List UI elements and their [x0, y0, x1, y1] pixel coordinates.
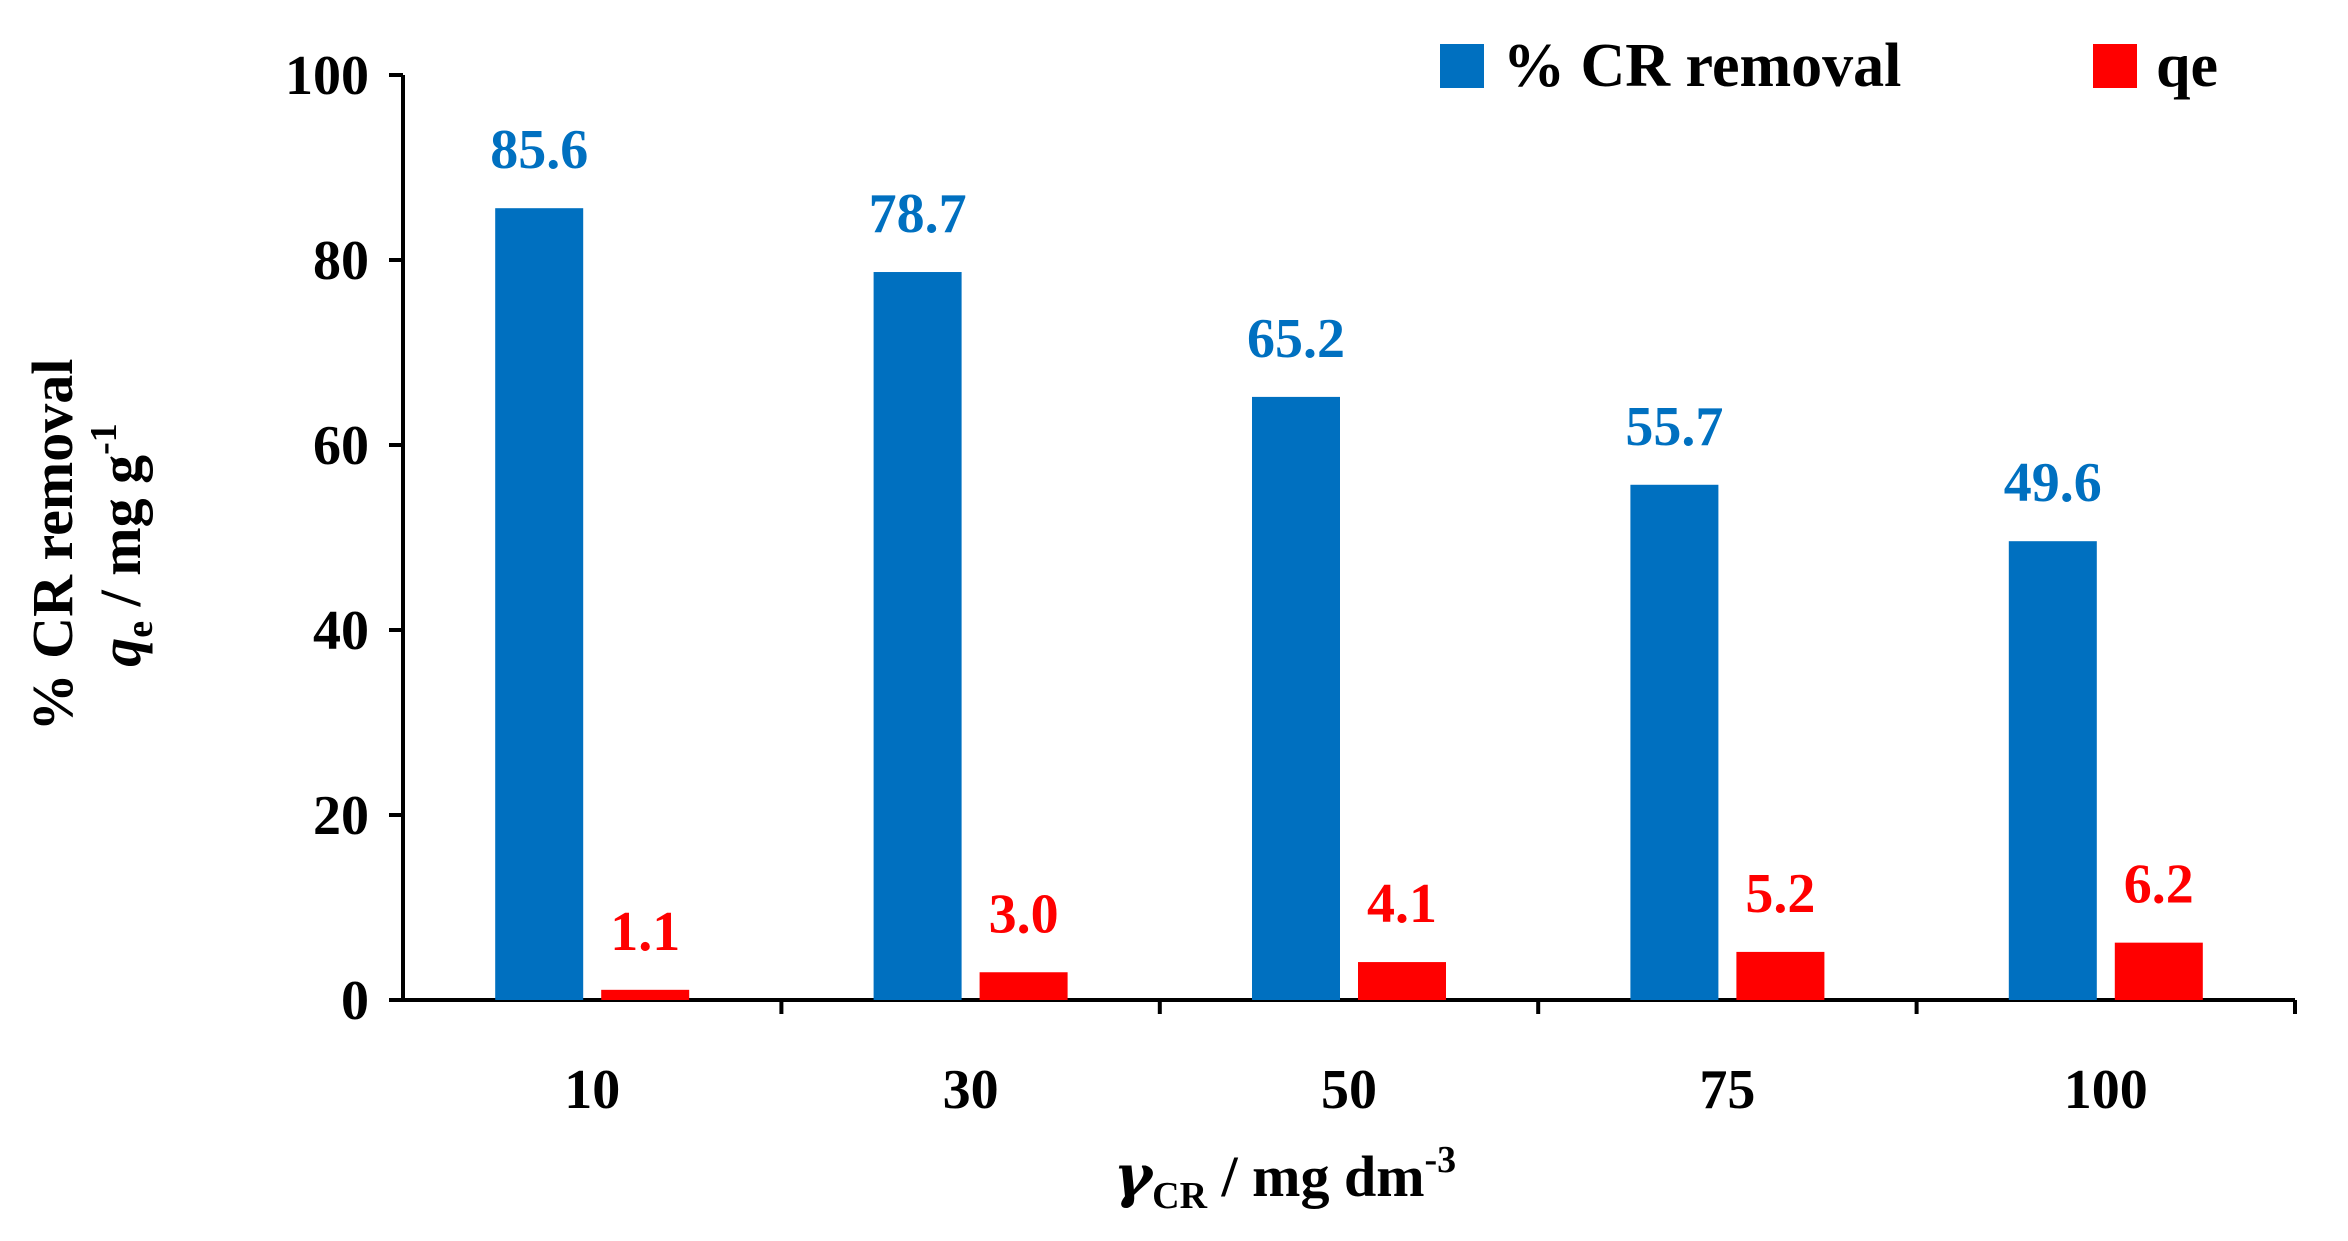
x-axis-title-symbol: γ	[1114, 1142, 1155, 1210]
data-label-qe: 3.0	[989, 883, 1059, 945]
bar-cr-removal	[2008, 541, 2097, 1000]
y-tick-label: 40	[313, 600, 369, 662]
legend-label-cr-removal: % CR removal	[1503, 32, 1901, 100]
y-tick-label: 0	[341, 970, 369, 1032]
y-ticks: 0 20 40 60 80 100	[285, 45, 403, 1032]
x-tick-label: 50	[1321, 1059, 1377, 1121]
x-tick-label: 10	[564, 1059, 620, 1121]
bar-cr-removal	[1630, 484, 1719, 1000]
x-tick-label: 100	[2064, 1059, 2148, 1121]
y-axis-title-line1: % CR removal	[20, 359, 85, 732]
x-axis-title-units: / mg dm	[1207, 1144, 1425, 1209]
legend-label-qe: qe	[2156, 32, 2218, 100]
bars	[495, 208, 2203, 1000]
data-label-qe: 5.2	[1745, 863, 1815, 925]
x-axis-title-superscript: -3	[1425, 1139, 1457, 1181]
bar-qe	[1736, 951, 1825, 1000]
legend-swatch-cr-removal	[1440, 44, 1484, 88]
legend-swatch-qe	[2093, 44, 2137, 88]
data-label-qe: 4.1	[1367, 873, 1437, 935]
data-label-qe: 1.1	[610, 901, 680, 963]
x-axis-title-subscript: CR	[1152, 1175, 1207, 1217]
data-label-cr-removal: 85.6	[490, 119, 588, 181]
y-tick-label: 60	[313, 415, 369, 477]
y-axis-title-units: / mg g	[88, 455, 153, 621]
x-tick-label: 30	[943, 1059, 999, 1121]
y-tick-label: 20	[313, 785, 369, 847]
x-axis-title: γCR / mg dm-3	[1114, 1139, 1456, 1217]
bar-cr-removal	[873, 272, 962, 1000]
x-tick-label: 75	[1699, 1059, 1755, 1121]
bar-qe	[1358, 962, 1446, 1000]
y-axis-title-superscript: -1	[83, 423, 125, 455]
bar-qe	[2114, 942, 2203, 1000]
data-label-cr-removal: 78.7	[869, 183, 967, 245]
bar-qe	[601, 989, 690, 1000]
data-labels: 85.6 1.1 78.7 3.0 65.2 4.1 55.7 5.2 49.6 6.2	[490, 119, 2194, 963]
bar-qe	[979, 972, 1068, 1000]
y-axis-title-subscript: e	[119, 621, 161, 638]
bar-cr-removal	[1252, 396, 1340, 1000]
bar-cr-removal	[495, 208, 584, 1000]
x-ticks: 10 30 50 75 100	[564, 1000, 2297, 1121]
y-axis-title-symbol: q	[88, 638, 153, 667]
axes	[401, 75, 2295, 1002]
y-axis-title-line2: qe / mg g-1	[83, 423, 161, 666]
data-label-cr-removal: 65.2	[1247, 308, 1345, 370]
y-tick-label: 100	[285, 45, 369, 107]
legend: % CR removal qe	[1440, 32, 2218, 100]
data-label-cr-removal: 55.7	[1625, 396, 1723, 458]
y-tick-label: 80	[313, 230, 369, 292]
data-label-qe: 6.2	[2124, 854, 2194, 916]
data-label-cr-removal: 49.6	[2004, 452, 2102, 514]
